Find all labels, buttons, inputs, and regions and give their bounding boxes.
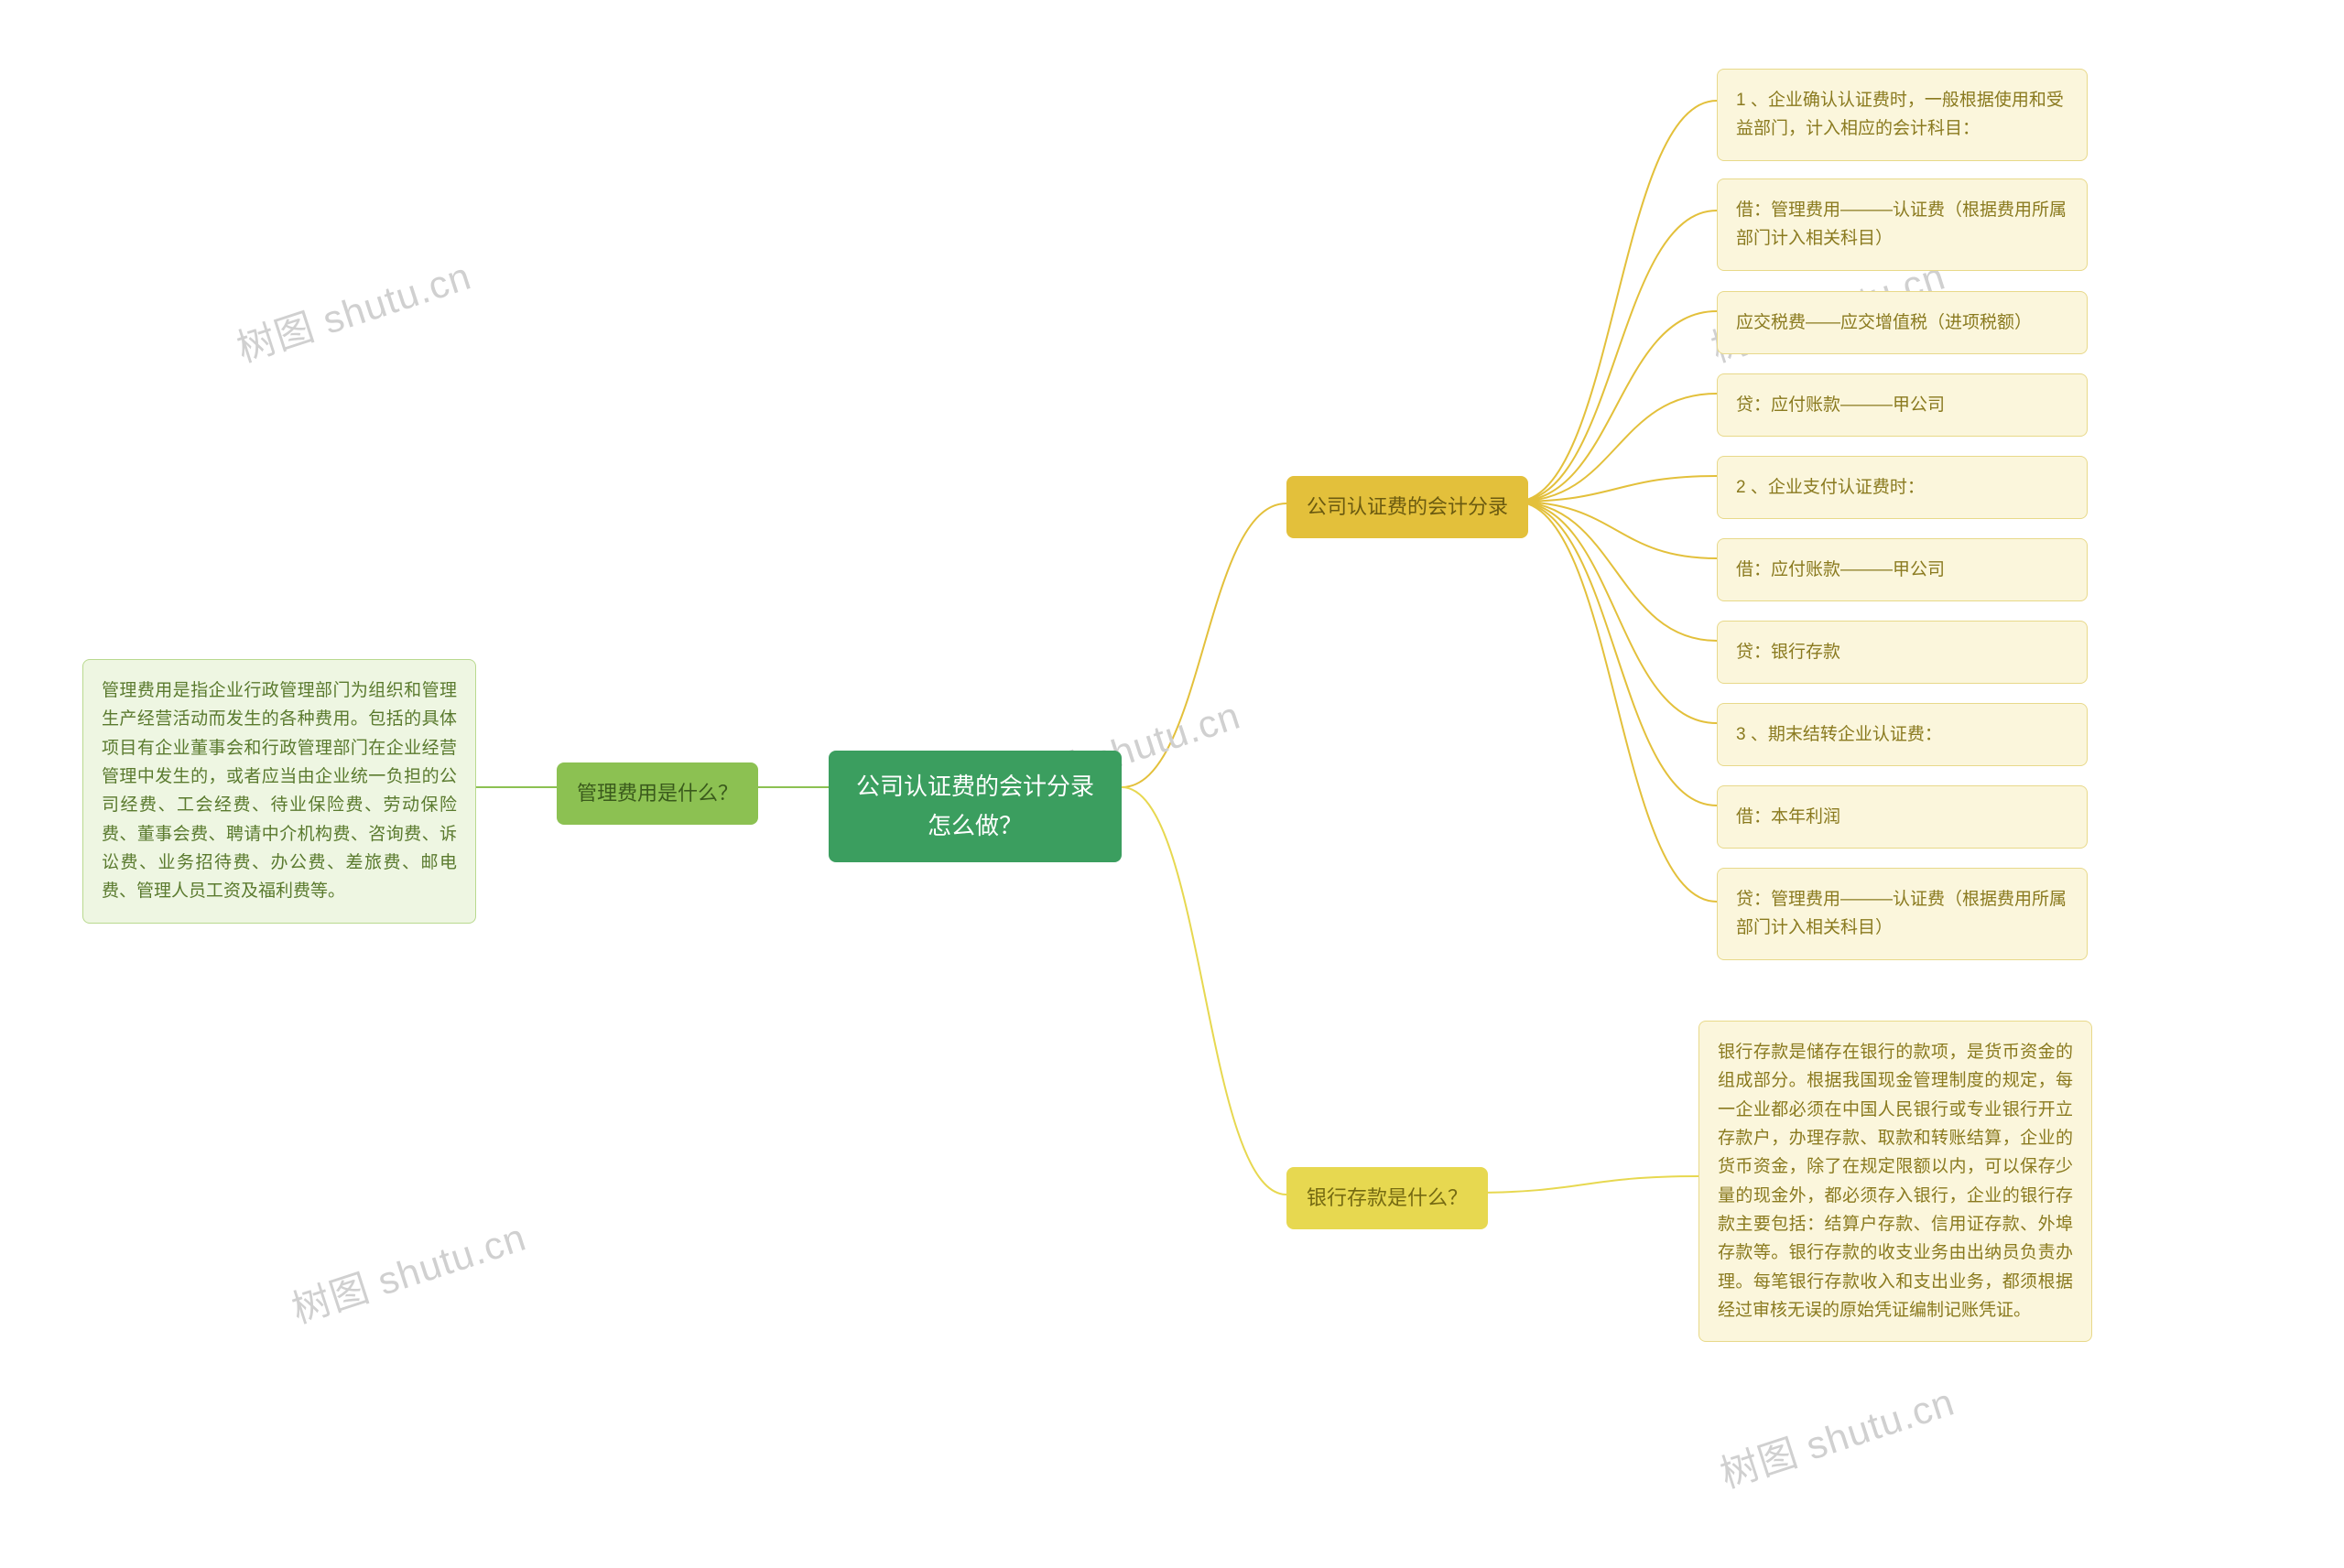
- leaf[interactable]: 贷：银行存款: [1717, 621, 2088, 684]
- branch-admin-expense[interactable]: 管理费用是什么？: [557, 762, 758, 825]
- mindmap-canvas: 树图 shutu.cn 树图 shutu.cn 树图 shutu.cn 树图 s…: [0, 0, 2344, 1568]
- watermark: 树图 shutu.cn: [284, 1206, 532, 1335]
- leaf[interactable]: 2 、企业支付认证费时：: [1717, 456, 2088, 519]
- leaf[interactable]: 借：应付账款———甲公司: [1717, 538, 2088, 601]
- leaf[interactable]: 借：本年利润: [1717, 785, 2088, 849]
- branch-accounting-entry[interactable]: 公司认证费的会计分录: [1286, 476, 1528, 538]
- leaf[interactable]: 管理费用是指企业行政管理部门为组织和管理生产经营活动而发生的各种费用。包括的具体…: [82, 659, 476, 924]
- watermark: 树图 shutu.cn: [1712, 1371, 1960, 1499]
- leaf[interactable]: 应交税费——应交增值税（进项税额）: [1717, 291, 2088, 354]
- leaf[interactable]: 借：管理费用———认证费（根据费用所属部门计入相关科目）: [1717, 178, 2088, 271]
- leaf[interactable]: 银行存款是储存在银行的款项，是货币资金的组成部分。根据我国现金管理制度的规定，每…: [1698, 1021, 2092, 1342]
- leaf[interactable]: 3 、期末结转企业认证费：: [1717, 703, 2088, 766]
- watermark: 树图 shutu.cn: [229, 245, 477, 373]
- leaf[interactable]: 贷：管理费用———认证费（根据费用所属部门计入相关科目）: [1717, 868, 2088, 960]
- leaf[interactable]: 贷：应付账款———甲公司: [1717, 373, 2088, 437]
- leaf[interactable]: 1 、企业确认认证费时，一般根据使用和受益部门，计入相应的会计科目：: [1717, 69, 2088, 161]
- center-node[interactable]: 公司认证费的会计分录怎么做？: [829, 751, 1122, 862]
- branch-bank-deposit[interactable]: 银行存款是什么？: [1286, 1167, 1488, 1229]
